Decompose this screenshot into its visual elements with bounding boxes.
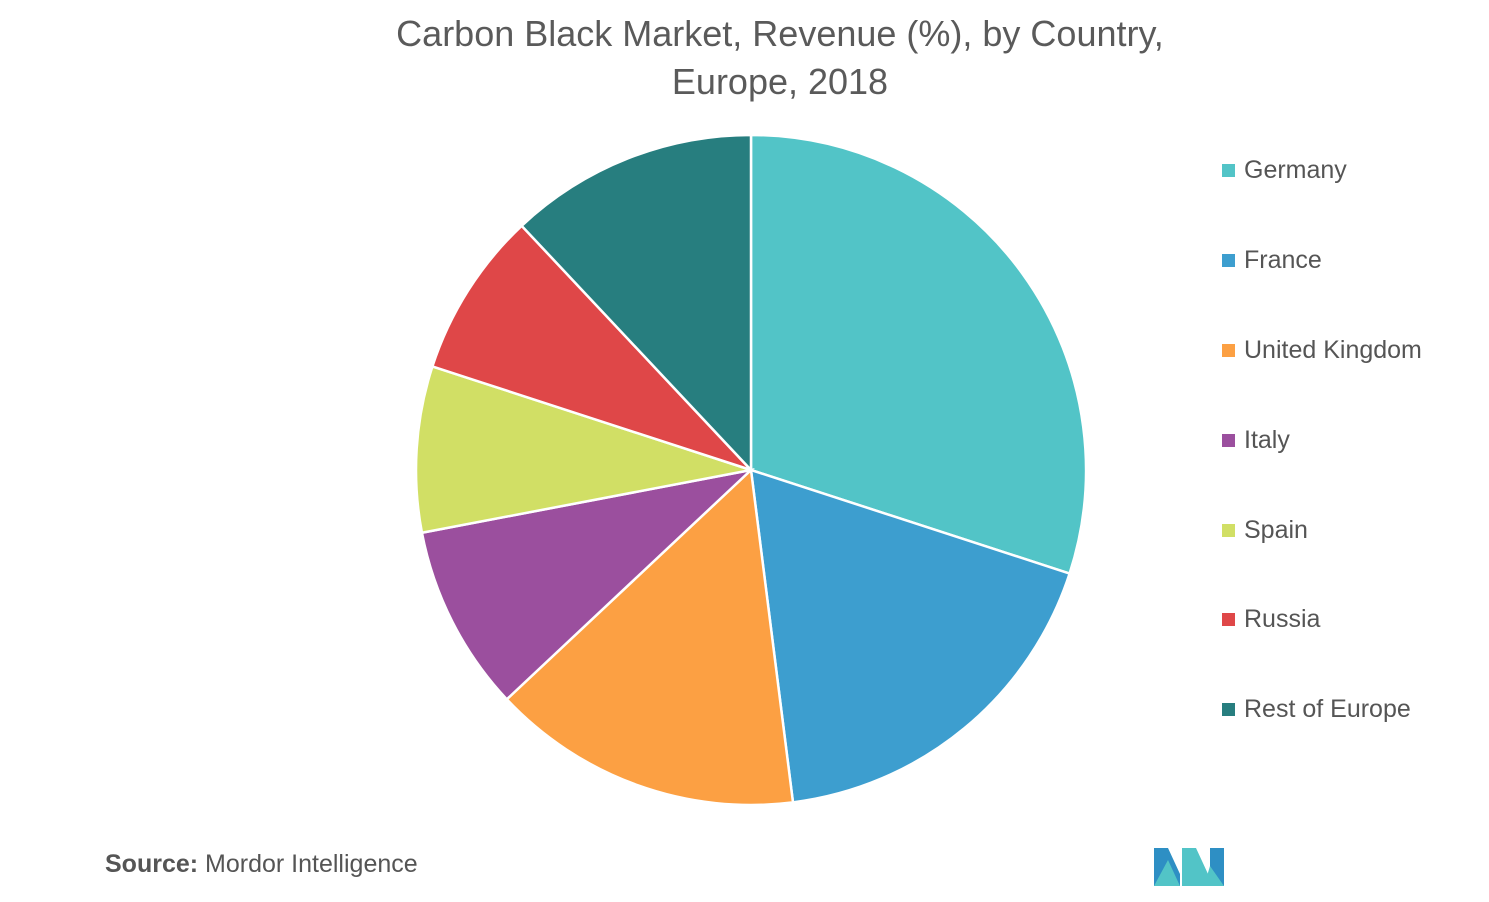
legend-item: Spain	[1222, 485, 1422, 575]
pie-slice-rest-of-europe	[519, 133, 753, 474]
mordor-logo	[1154, 848, 1224, 886]
source-text: Mordor Intelligence	[198, 850, 418, 878]
pie-slice-france	[749, 468, 1072, 804]
pie-slice-italy	[420, 467, 755, 702]
legend: Germany France United Kingdom Italy Spain Rus…	[1222, 156, 1422, 791]
title-line-2: Europe, 2018	[671, 61, 889, 102]
legend-label: Rest of Europe	[1244, 695, 1411, 724]
legend-label: United Kingdom	[1244, 335, 1422, 364]
legend-item: Rest of Europe	[1222, 665, 1422, 755]
legend-item: France	[1222, 216, 1422, 306]
pie-slice-united-kingdom	[505, 467, 795, 807]
legend-swatch	[1222, 523, 1235, 537]
legend-swatch	[1222, 613, 1235, 627]
source-note: Source: Mordor Intelligence	[105, 850, 418, 879]
legend-item: Russia	[1222, 575, 1422, 665]
legend-label: Spain	[1244, 515, 1308, 544]
legend-item: United Kingdom	[1222, 306, 1422, 396]
legend-label: Italy	[1244, 425, 1290, 454]
legend-swatch	[1222, 164, 1235, 178]
legend-label: Russia	[1244, 605, 1321, 634]
legend-swatch	[1222, 433, 1235, 447]
legend-label: Germany	[1244, 156, 1347, 185]
title-line-1: Carbon Black Market, Revenue (%), by Cou…	[396, 13, 1164, 54]
pie-slice-spain	[414, 364, 752, 535]
legend-item: Italy	[1222, 395, 1422, 485]
legend-swatch	[1222, 343, 1235, 357]
pie-slice-russia	[430, 224, 752, 472]
legend-swatch	[1222, 703, 1235, 717]
chart-title: Carbon Black Market, Revenue (%), by Cou…	[280, 10, 1280, 106]
pie-slice-germany	[749, 133, 1088, 576]
legend-swatch	[1222, 254, 1235, 268]
source-label: Source:	[105, 850, 199, 878]
legend-item: Germany	[1222, 126, 1422, 216]
legend-label: France	[1244, 246, 1322, 275]
